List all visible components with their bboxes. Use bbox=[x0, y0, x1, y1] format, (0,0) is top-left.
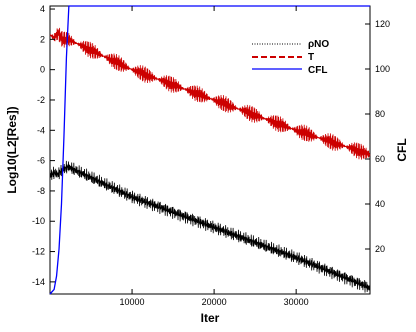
legend-label-cfl: CFL bbox=[308, 65, 327, 76]
legend-label-rho: ρNO bbox=[308, 39, 329, 50]
y-tick-label-left: -10 bbox=[32, 216, 45, 226]
y-tick-label-right: 80 bbox=[375, 109, 385, 119]
y-tick-label-left: -8 bbox=[37, 186, 45, 196]
legend: ρNO T CFL bbox=[252, 39, 329, 76]
x-tick-label: 30000 bbox=[284, 297, 309, 307]
legend-label-t: T bbox=[308, 52, 314, 63]
x-axis-title: Iter bbox=[201, 311, 220, 325]
y-tick-label-left: 4 bbox=[40, 4, 45, 14]
y-tick-label-right: 100 bbox=[375, 64, 390, 74]
y-tick-label-left: -12 bbox=[32, 247, 45, 257]
y-tick-label-right: 120 bbox=[375, 19, 390, 29]
series-band-rho bbox=[49, 160, 371, 293]
y-tick-label-right: 60 bbox=[375, 154, 385, 164]
y-tick-label-left: -6 bbox=[37, 156, 45, 166]
x-tick-label: 10000 bbox=[120, 297, 145, 307]
x-tick-label: 20000 bbox=[202, 297, 227, 307]
series-line-cfl bbox=[49, 5, 370, 295]
y-tick-label-right: 20 bbox=[375, 244, 385, 254]
series-layer bbox=[49, 5, 371, 295]
tick-layer: 10000 20000 30000420-2-4-6-8-10-12-1412010… bbox=[32, 4, 390, 307]
y-tick-label-left: -4 bbox=[37, 125, 45, 135]
y-tick-label-left: 0 bbox=[40, 65, 45, 75]
series-band-t bbox=[49, 27, 371, 160]
y-axis-title-right: CFL bbox=[395, 138, 409, 161]
y-axis-title-left: Log10(L2[Res]) bbox=[5, 106, 19, 193]
y-tick-label-right: 40 bbox=[375, 199, 385, 209]
y-tick-label-left: 2 bbox=[40, 34, 45, 44]
y-tick-label-left: -2 bbox=[37, 95, 45, 105]
y-tick-label-left: -14 bbox=[32, 277, 45, 287]
series-line-t bbox=[49, 32, 371, 156]
